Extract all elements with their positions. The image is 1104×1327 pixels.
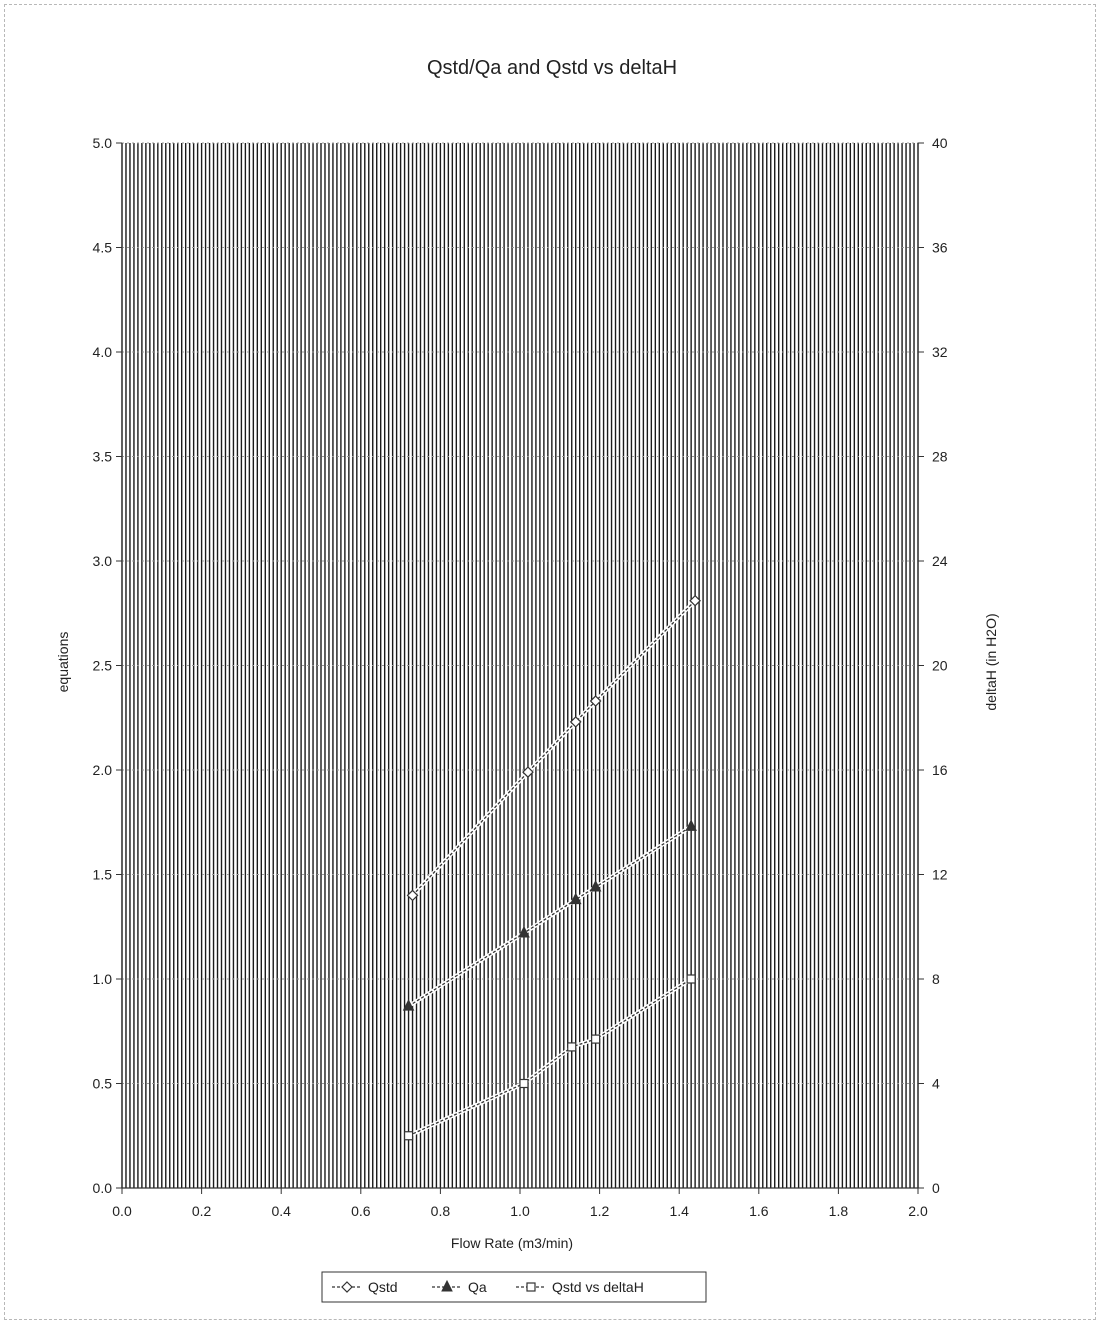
y-tick-label: 4.5 [93, 240, 113, 256]
x-tick-label: 1.4 [669, 1203, 689, 1219]
y2-axis-label: deltaH (in H2O) [983, 613, 999, 710]
x-tick-label: 0.0 [112, 1203, 132, 1219]
y2-tick-label: 4 [932, 1076, 940, 1092]
legend-label: Qstd vs deltaH [552, 1279, 644, 1295]
data-point-triangle [685, 819, 697, 831]
legend-label: Qa [468, 1279, 487, 1295]
series-line [412, 600, 696, 896]
y2-tick-label: 16 [932, 762, 948, 778]
y-axis-ticks: 0.0 0.5 1.0 1.5 2.0 2.5 3.0 3.5 4.0 4.5 5.0 [93, 135, 122, 1196]
x-tick-label: 1.2 [590, 1203, 610, 1219]
y2-tick-label: 8 [932, 971, 940, 987]
x-tick-label: 1.6 [749, 1203, 769, 1219]
series-qa [402, 819, 697, 1011]
data-point-square [526, 1282, 536, 1292]
x-tick-label: 0.8 [431, 1203, 451, 1219]
data-point-square [403, 1131, 414, 1141]
y2-tick-label: 40 [932, 135, 948, 151]
data-point-triangle [569, 892, 582, 905]
data-point-square [567, 1042, 577, 1052]
y-tick-label: 0.5 [93, 1076, 113, 1092]
data-point-diamond [569, 716, 582, 728]
y-tick-label: 2.5 [93, 658, 113, 674]
data-point-square [591, 1034, 601, 1044]
x-tick-label: 1.8 [829, 1203, 849, 1219]
y2-tick-label: 0 [932, 1180, 940, 1196]
data-point-square [686, 974, 696, 984]
y2-tick-label: 36 [932, 240, 948, 256]
legend-label: Qstd [368, 1279, 398, 1295]
x-tick-label: 0.6 [351, 1203, 371, 1219]
data-point-diamond [406, 889, 419, 902]
y-tick-label: 4.0 [93, 344, 113, 360]
legend: Qstd Qa Qstd vs deltaH [321, 1271, 707, 1303]
x-axis-label: Flow Rate (m3/min) [451, 1235, 573, 1251]
y2-tick-label: 24 [932, 553, 948, 569]
data-point-triangle [589, 879, 602, 892]
y2-tick-label: 12 [932, 867, 948, 883]
y2-tick-label: 28 [932, 449, 948, 465]
x-tick-label: 0.4 [271, 1203, 291, 1219]
x-tick-label: 1.0 [510, 1203, 530, 1219]
data-point-diamond [689, 594, 701, 607]
y-tick-label: 0.0 [93, 1180, 113, 1196]
y-tick-label: 5.0 [93, 135, 113, 151]
chart-frame [4, 4, 1096, 1320]
y-axis-label: equations [55, 632, 71, 693]
data-point-diamond [522, 766, 534, 778]
data-point-triangle [441, 1279, 453, 1292]
x-tick-label: 2.0 [908, 1203, 928, 1219]
series-line [408, 825, 692, 1007]
series-qstd-vs-deltah [403, 974, 696, 1141]
chart-title: Qstd/Qa and Qstd vs deltaH [427, 57, 677, 79]
y-tick-label: 3.0 [93, 553, 113, 569]
legend-item: Qstd vs deltaH [516, 1279, 644, 1295]
y-tick-label: 3.5 [93, 449, 113, 465]
y-tick-label: 1.0 [93, 971, 113, 987]
y2-tick-label: 32 [932, 344, 948, 360]
legend-item: Qstd [332, 1279, 398, 1295]
y2-tick-label: 20 [932, 658, 948, 674]
y2-axis-ticks: 0 4 8 12 16 20 24 28 32 36 40 [918, 135, 948, 1196]
y-tick-label: 1.5 [93, 867, 113, 883]
series-layer [402, 594, 701, 1141]
data-point-square [519, 1078, 529, 1089]
x-axis-ticks: 0.0 0.2 0.4 0.6 0.8 1.0 1.2 1.4 1.6 1.8 2.0 [112, 1188, 928, 1219]
series-qstd [406, 594, 701, 902]
data-point-triangle [402, 999, 415, 1011]
data-point-diamond [589, 695, 602, 707]
legend-item: Qa [432, 1279, 487, 1295]
y-tick-label: 2.0 [93, 762, 113, 778]
legend-box [321, 1271, 707, 1303]
data-point-triangle [518, 925, 530, 938]
x-tick-label: 0.2 [192, 1203, 212, 1219]
data-point-diamond [341, 1281, 353, 1293]
